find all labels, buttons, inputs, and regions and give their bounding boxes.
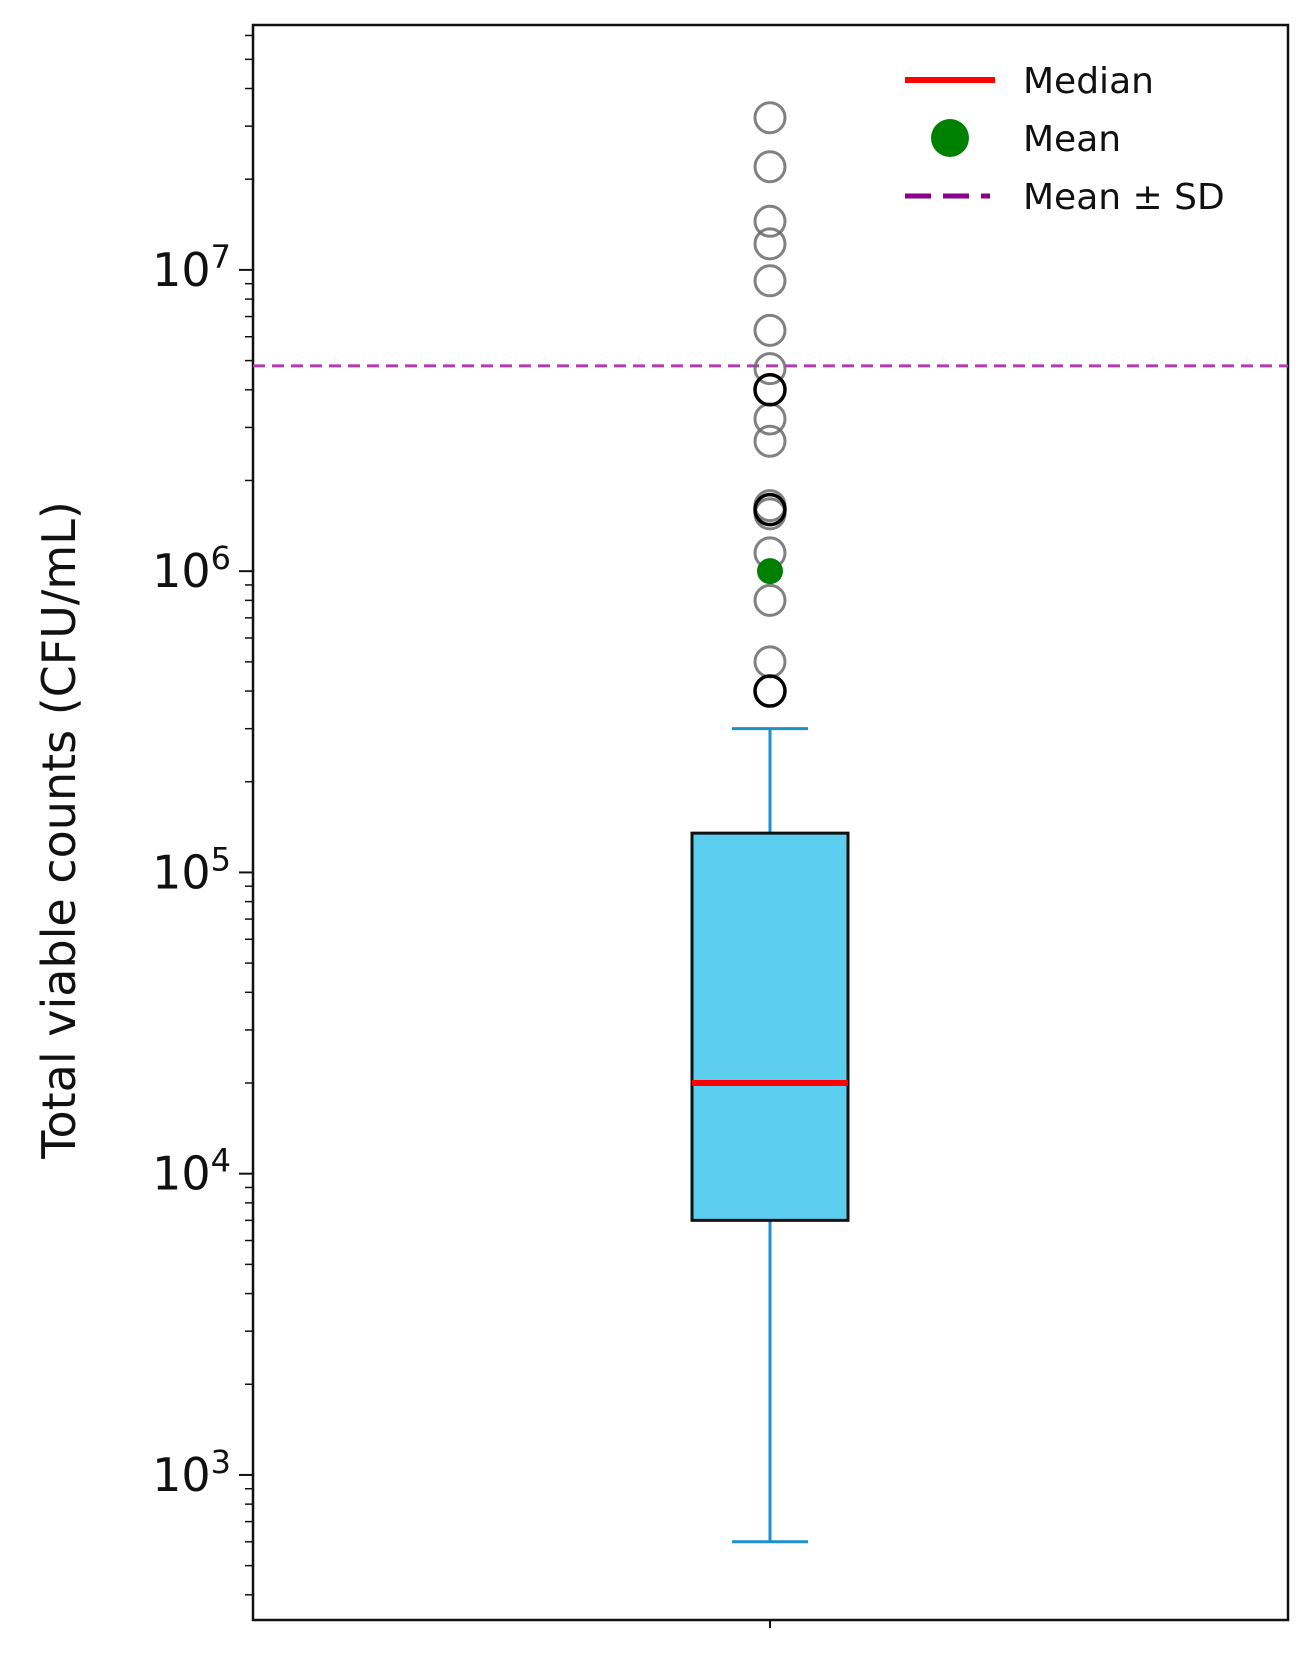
outlier-point (753, 101, 787, 135)
outlier-point (753, 204, 787, 238)
outlier-point (753, 352, 787, 386)
y-tick-label: 106 (152, 539, 231, 598)
legend-label: Mean (1023, 119, 1121, 160)
legend-mean-swatch (931, 119, 969, 157)
y-axis: 103 104 105 106 107 (152, 34, 771, 1628)
outlier-point (753, 227, 787, 261)
y-tick-label: 107 (152, 238, 231, 297)
legend: Median Mean Mean ± SD (905, 61, 1225, 218)
legend-label: Median (1023, 61, 1154, 102)
outlier-point (753, 424, 787, 458)
legend-label: Mean ± SD (1023, 177, 1225, 218)
outlier-point (753, 313, 787, 347)
mean-marker (757, 558, 783, 585)
outlier-point (753, 373, 787, 407)
outlier-point (753, 264, 787, 298)
y-axis-label: Total viable counts (CFU/mL) (32, 501, 86, 1160)
outlier-point (753, 583, 787, 617)
y-tick-label: 103 (152, 1443, 231, 1502)
y-tick-label: 104 (152, 1142, 231, 1201)
outlier-point (753, 645, 787, 679)
iqr-box (690, 831, 850, 1222)
plot-area (251, 23, 1290, 1622)
outlier-point (753, 150, 787, 184)
outlier-point (753, 674, 787, 708)
outlier-point (753, 492, 787, 527)
y-tick-label: 105 (152, 840, 231, 899)
